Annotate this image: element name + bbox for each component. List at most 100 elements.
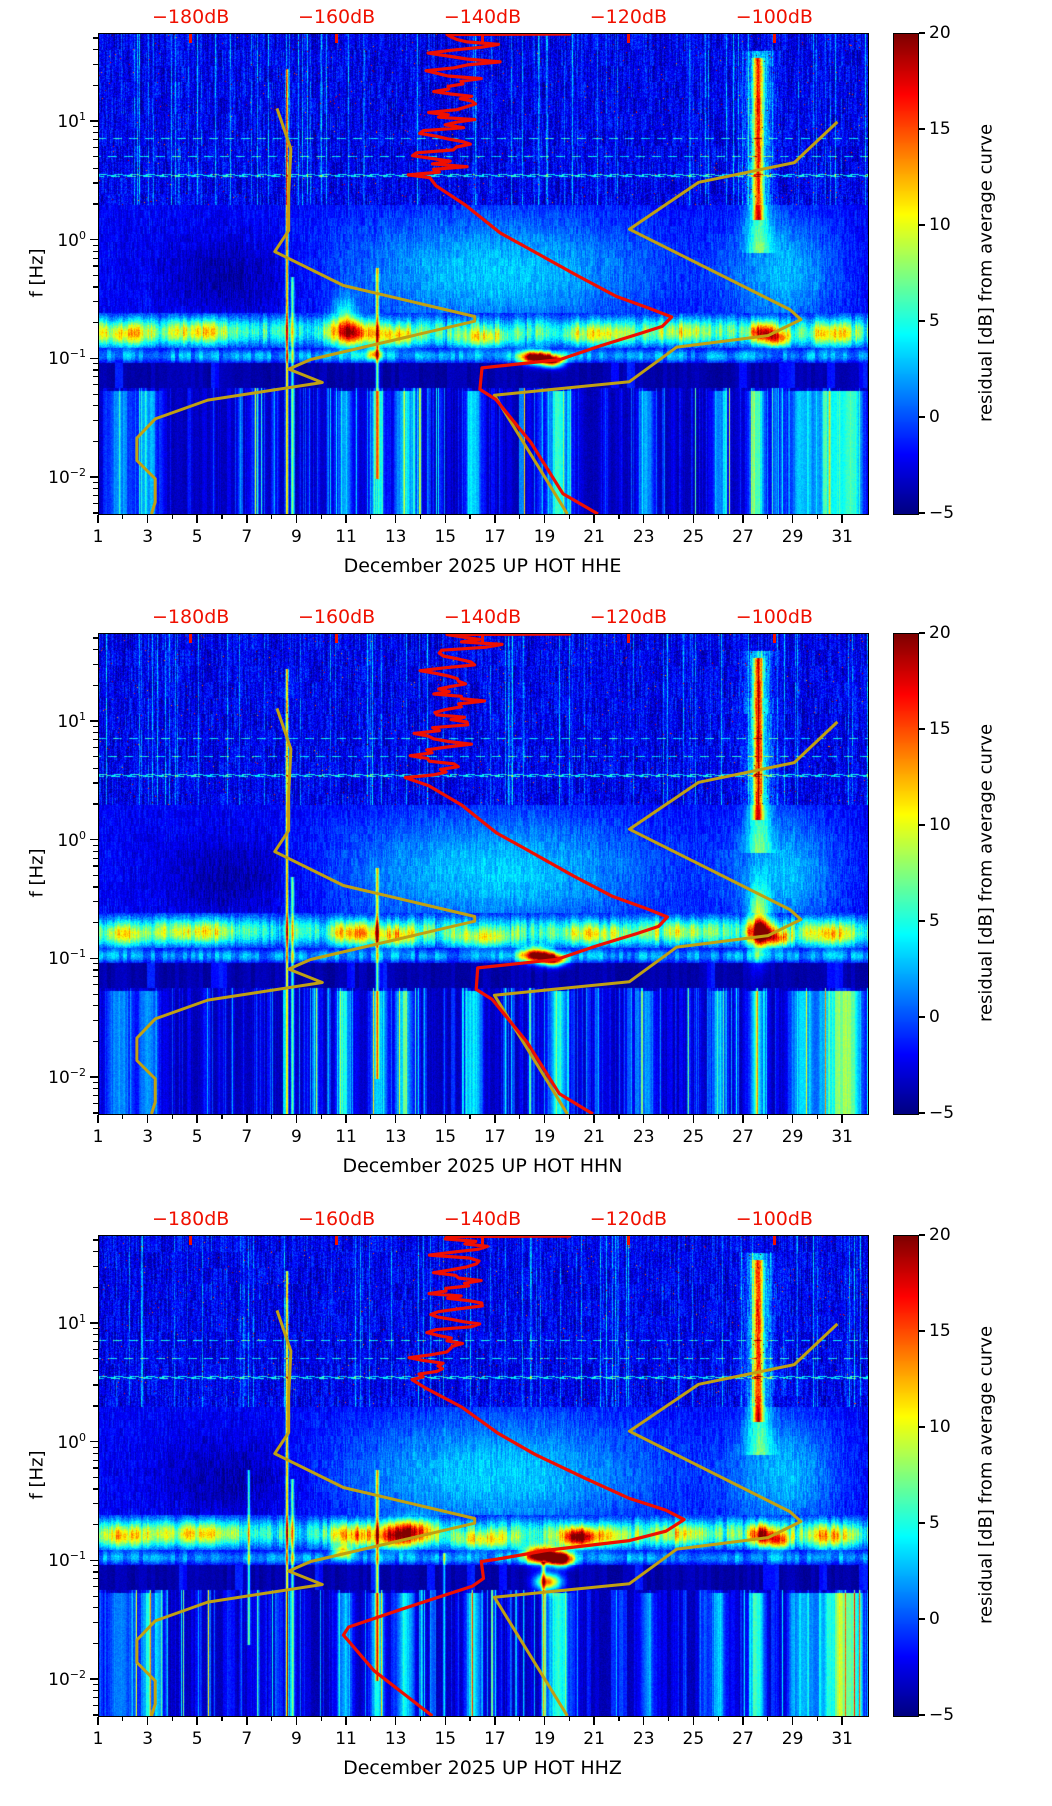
colorbar-tick-label: 15	[929, 1321, 951, 1341]
axis-tick	[481, 634, 484, 643]
x-tick-label: 17	[484, 1729, 506, 1749]
x-tick-label: 19	[533, 527, 556, 547]
axis-tick	[97, 515, 99, 523]
x-tick-label: 21	[583, 1127, 605, 1147]
colorbar-tick-label: 15	[929, 719, 951, 739]
axis-tick	[295, 1717, 298, 1725]
x-tick-label: 5	[191, 527, 203, 547]
x-tick-label: 9	[291, 1729, 302, 1749]
axis-tick	[93, 1642, 98, 1645]
axis-tick	[469, 515, 471, 519]
axis-tick	[593, 1115, 595, 1123]
y-tick-label: 10−2	[48, 466, 86, 489]
x-tick-label: 11	[335, 1127, 357, 1147]
axis-tick	[667, 515, 670, 519]
x-tick-label: 11	[335, 1729, 357, 1749]
spectrogram-plot-hhz	[98, 1235, 869, 1717]
x-tick-label: 7	[241, 1127, 253, 1147]
top-db-tick-label: −100dB	[735, 6, 813, 28]
axis-tick	[93, 684, 98, 686]
axis-tick	[93, 1384, 98, 1386]
axis-tick	[642, 1717, 645, 1725]
colorbar-tick-label: −5	[929, 1705, 955, 1725]
axis-tick	[90, 957, 98, 960]
axis-tick	[295, 515, 298, 523]
axis-tick	[93, 969, 98, 971]
y-tick-label: 100	[57, 1430, 86, 1453]
x-tick-label: 1	[92, 527, 104, 547]
x-tick-label: 15	[434, 1729, 457, 1749]
y-tick-label: 10−2	[48, 1668, 86, 1691]
axis-tick	[419, 1717, 422, 1721]
axis-tick	[394, 1115, 397, 1123]
x-tick-label: 3	[142, 1127, 154, 1147]
axis-tick	[919, 320, 925, 322]
axis-tick	[93, 84, 98, 86]
axis-tick	[919, 1714, 925, 1716]
x-tick-label: 27	[732, 1729, 754, 1749]
axis-tick	[93, 731, 98, 734]
top-db-tick-label: −120dB	[589, 1208, 668, 1230]
axis-tick	[93, 725, 98, 727]
axis-tick	[246, 515, 248, 523]
x-axis-title: December 2025 UP HOT HHE	[343, 555, 622, 577]
top-db-tick-label: −160dB	[297, 606, 376, 628]
axis-tick	[93, 1250, 98, 1252]
colorbar-title: residual [dB] from average curve	[975, 1325, 997, 1625]
axis-tick	[320, 1115, 322, 1119]
colorbar-tick-label: 0	[929, 1007, 940, 1027]
axis-tick	[93, 1503, 98, 1505]
axis-tick	[742, 1717, 744, 1725]
axis-tick	[93, 156, 98, 158]
x-tick-label: 29	[781, 1729, 804, 1749]
axis-tick	[93, 1524, 98, 1526]
axis-tick	[90, 476, 98, 478]
axis-tick	[93, 993, 98, 995]
axis-tick	[419, 515, 422, 519]
axis-tick	[93, 405, 98, 407]
axis-tick	[717, 1717, 719, 1721]
x-tick-label: 23	[632, 1729, 655, 1749]
axis-tick	[93, 767, 98, 769]
axis-tick	[93, 663, 98, 665]
axis-tick	[146, 1717, 149, 1725]
top-db-tick-label: −140dB	[443, 1208, 522, 1230]
axis-tick	[370, 515, 372, 519]
axis-tick	[93, 738, 98, 740]
top-db-tick-label: −140dB	[443, 6, 522, 28]
axis-tick	[320, 515, 322, 519]
x-tick-label: 1	[92, 1127, 104, 1147]
axis-tick	[196, 1115, 198, 1123]
axis-tick	[692, 515, 695, 523]
axis-tick	[919, 1330, 925, 1332]
axis-tick	[93, 1714, 98, 1716]
axis-tick	[93, 850, 98, 852]
axis-tick	[90, 1440, 98, 1443]
x-tick-label: 13	[384, 1127, 407, 1147]
colorbar-tick-label: 0	[929, 407, 940, 427]
axis-tick	[93, 1405, 98, 1407]
colorbar-tick-label: −5	[929, 1103, 955, 1123]
axis-tick	[93, 384, 98, 386]
axis-tick	[919, 128, 925, 130]
axis-tick	[618, 515, 620, 519]
axis-tick	[791, 1115, 794, 1123]
x-tick-label: 7	[241, 527, 253, 547]
axis-tick	[692, 1717, 695, 1725]
axis-tick	[469, 1717, 471, 1721]
spectrogram-plot-hhn	[98, 633, 869, 1115]
x-tick-label: 17	[484, 527, 506, 547]
spectrogram-heatmap	[99, 634, 868, 1114]
x-tick-label: 25	[682, 1729, 705, 1749]
axis-tick	[93, 1459, 98, 1461]
axis-tick	[93, 1082, 98, 1084]
colorbar	[893, 33, 919, 515]
top-db-tick-label: −160dB	[297, 6, 376, 28]
axis-tick	[93, 203, 98, 205]
axis-tick	[93, 1358, 98, 1360]
top-db-tick-label: −120dB	[589, 606, 668, 628]
axis-tick	[171, 1717, 173, 1721]
axis-tick	[93, 1690, 98, 1692]
